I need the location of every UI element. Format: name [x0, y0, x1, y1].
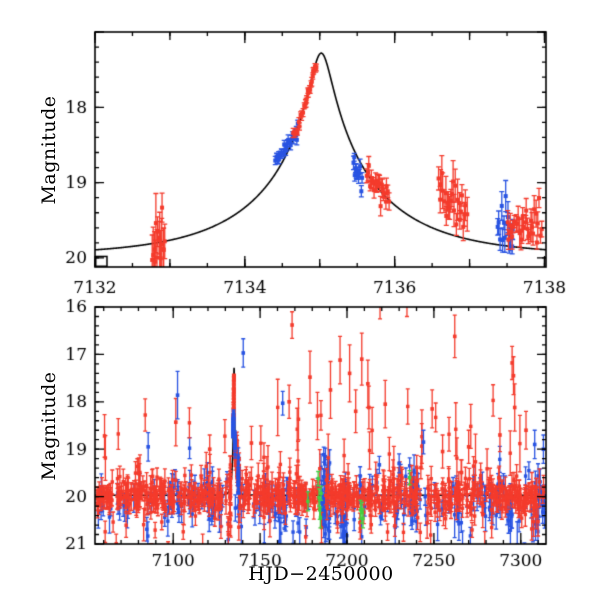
bottom-panel-x-axis-label: HJD−2450000: [248, 563, 394, 585]
bottom-panel-y-axis-label: Magnitude: [38, 371, 60, 481]
top-panel-y-axis-label: Magnitude: [38, 95, 60, 205]
